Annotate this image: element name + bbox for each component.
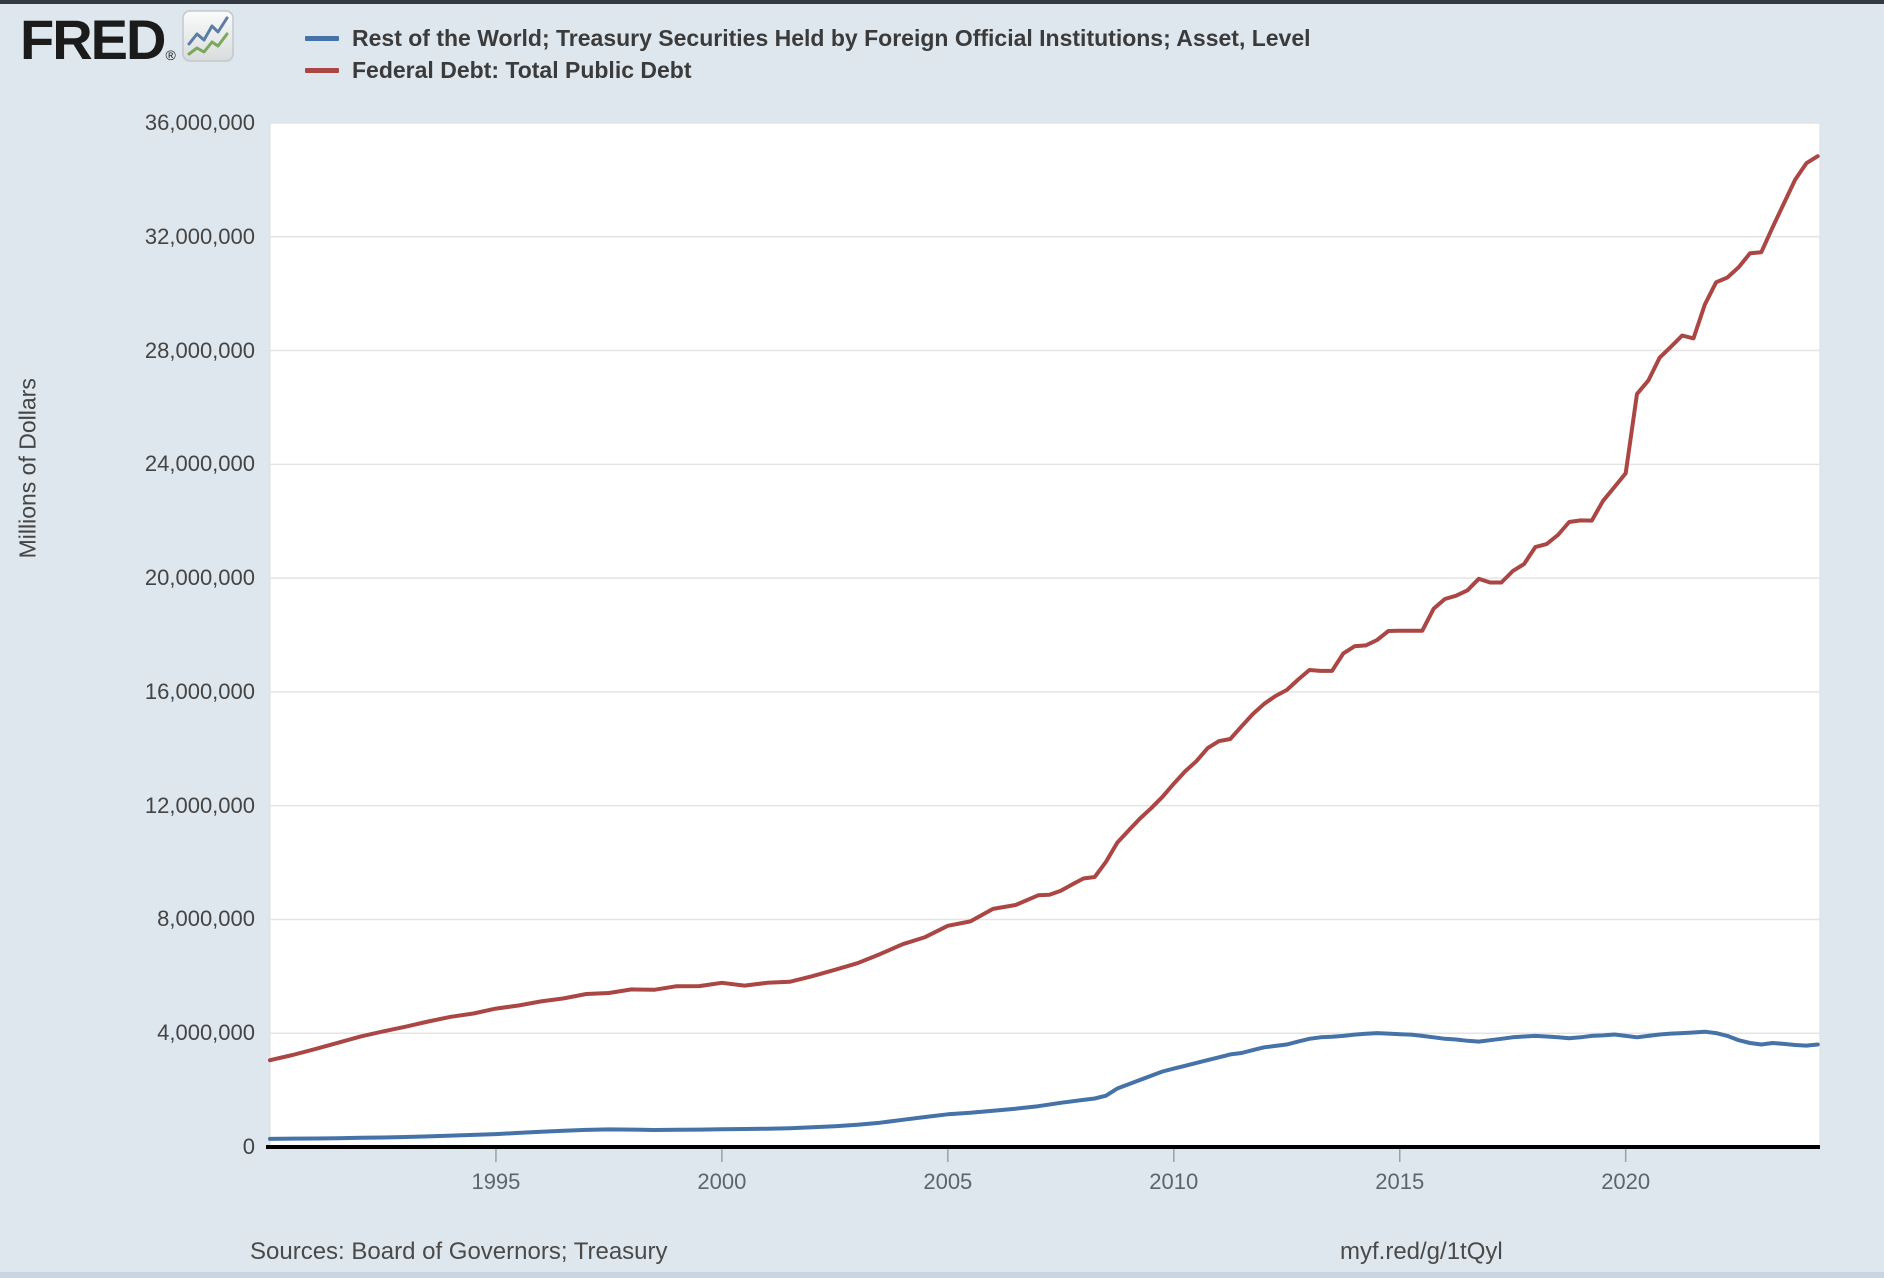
series-line-total-public-debt xyxy=(268,154,1820,1063)
y-tick-label: 16,000,000 xyxy=(144,678,255,704)
legend-label: Rest of the World; Treasury Securities H… xyxy=(352,24,1311,51)
registered-trademark-mark: ® xyxy=(165,47,176,63)
fred-logo-text: FRED xyxy=(20,8,166,71)
x-tick-label: 2010 xyxy=(1149,1169,1199,1194)
sources-text: Sources: Board of Governors; Treasury xyxy=(250,1238,668,1265)
y-tick-label: 36,000,000 xyxy=(144,110,255,135)
fred-logo-chart-icon xyxy=(182,10,234,67)
plot-background xyxy=(269,122,1821,1148)
header: FRED ® xyxy=(20,10,234,69)
y-tick-label: 24,000,000 xyxy=(144,451,255,477)
legend-color-swatch-red xyxy=(305,67,339,73)
y-tick-label: 12,000,000 xyxy=(144,792,255,818)
y-tick-label: 8,000,000 xyxy=(157,906,255,932)
series-line-foreign-holdings xyxy=(268,1029,1820,1141)
x-tick-label: 2020 xyxy=(1601,1169,1651,1194)
legend-color-swatch-blue xyxy=(305,35,339,41)
bottom-edge-strip xyxy=(0,1272,1884,1278)
top-edge-strip xyxy=(0,0,1884,4)
x-tick-label: 2015 xyxy=(1375,1169,1425,1194)
x-tick-label: 2000 xyxy=(697,1169,747,1194)
y-tick-label: 4,000,000 xyxy=(157,1020,255,1046)
legend: Rest of the World; Treasury Securities H… xyxy=(305,22,1311,86)
x-tick-label: 1995 xyxy=(471,1169,521,1194)
y-tick-label: 32,000,000 xyxy=(144,223,255,249)
legend-label: Federal Debt: Total Public Debt xyxy=(352,56,692,83)
legend-item-foreign-holdings: Rest of the World; Treasury Securities H… xyxy=(305,22,1311,54)
y-tick-label: 0 xyxy=(242,1134,255,1159)
y-tick-label: 28,000,000 xyxy=(144,337,255,363)
share-url[interactable]: myf.red/g/1tQyl xyxy=(1340,1238,1503,1265)
fred-logo[interactable]: FRED ® xyxy=(20,10,234,69)
y-tick-label: 20,000,000 xyxy=(144,565,255,591)
x-tick-label: 2005 xyxy=(923,1169,973,1194)
legend-item-total-public-debt: Federal Debt: Total Public Debt xyxy=(305,54,1311,86)
